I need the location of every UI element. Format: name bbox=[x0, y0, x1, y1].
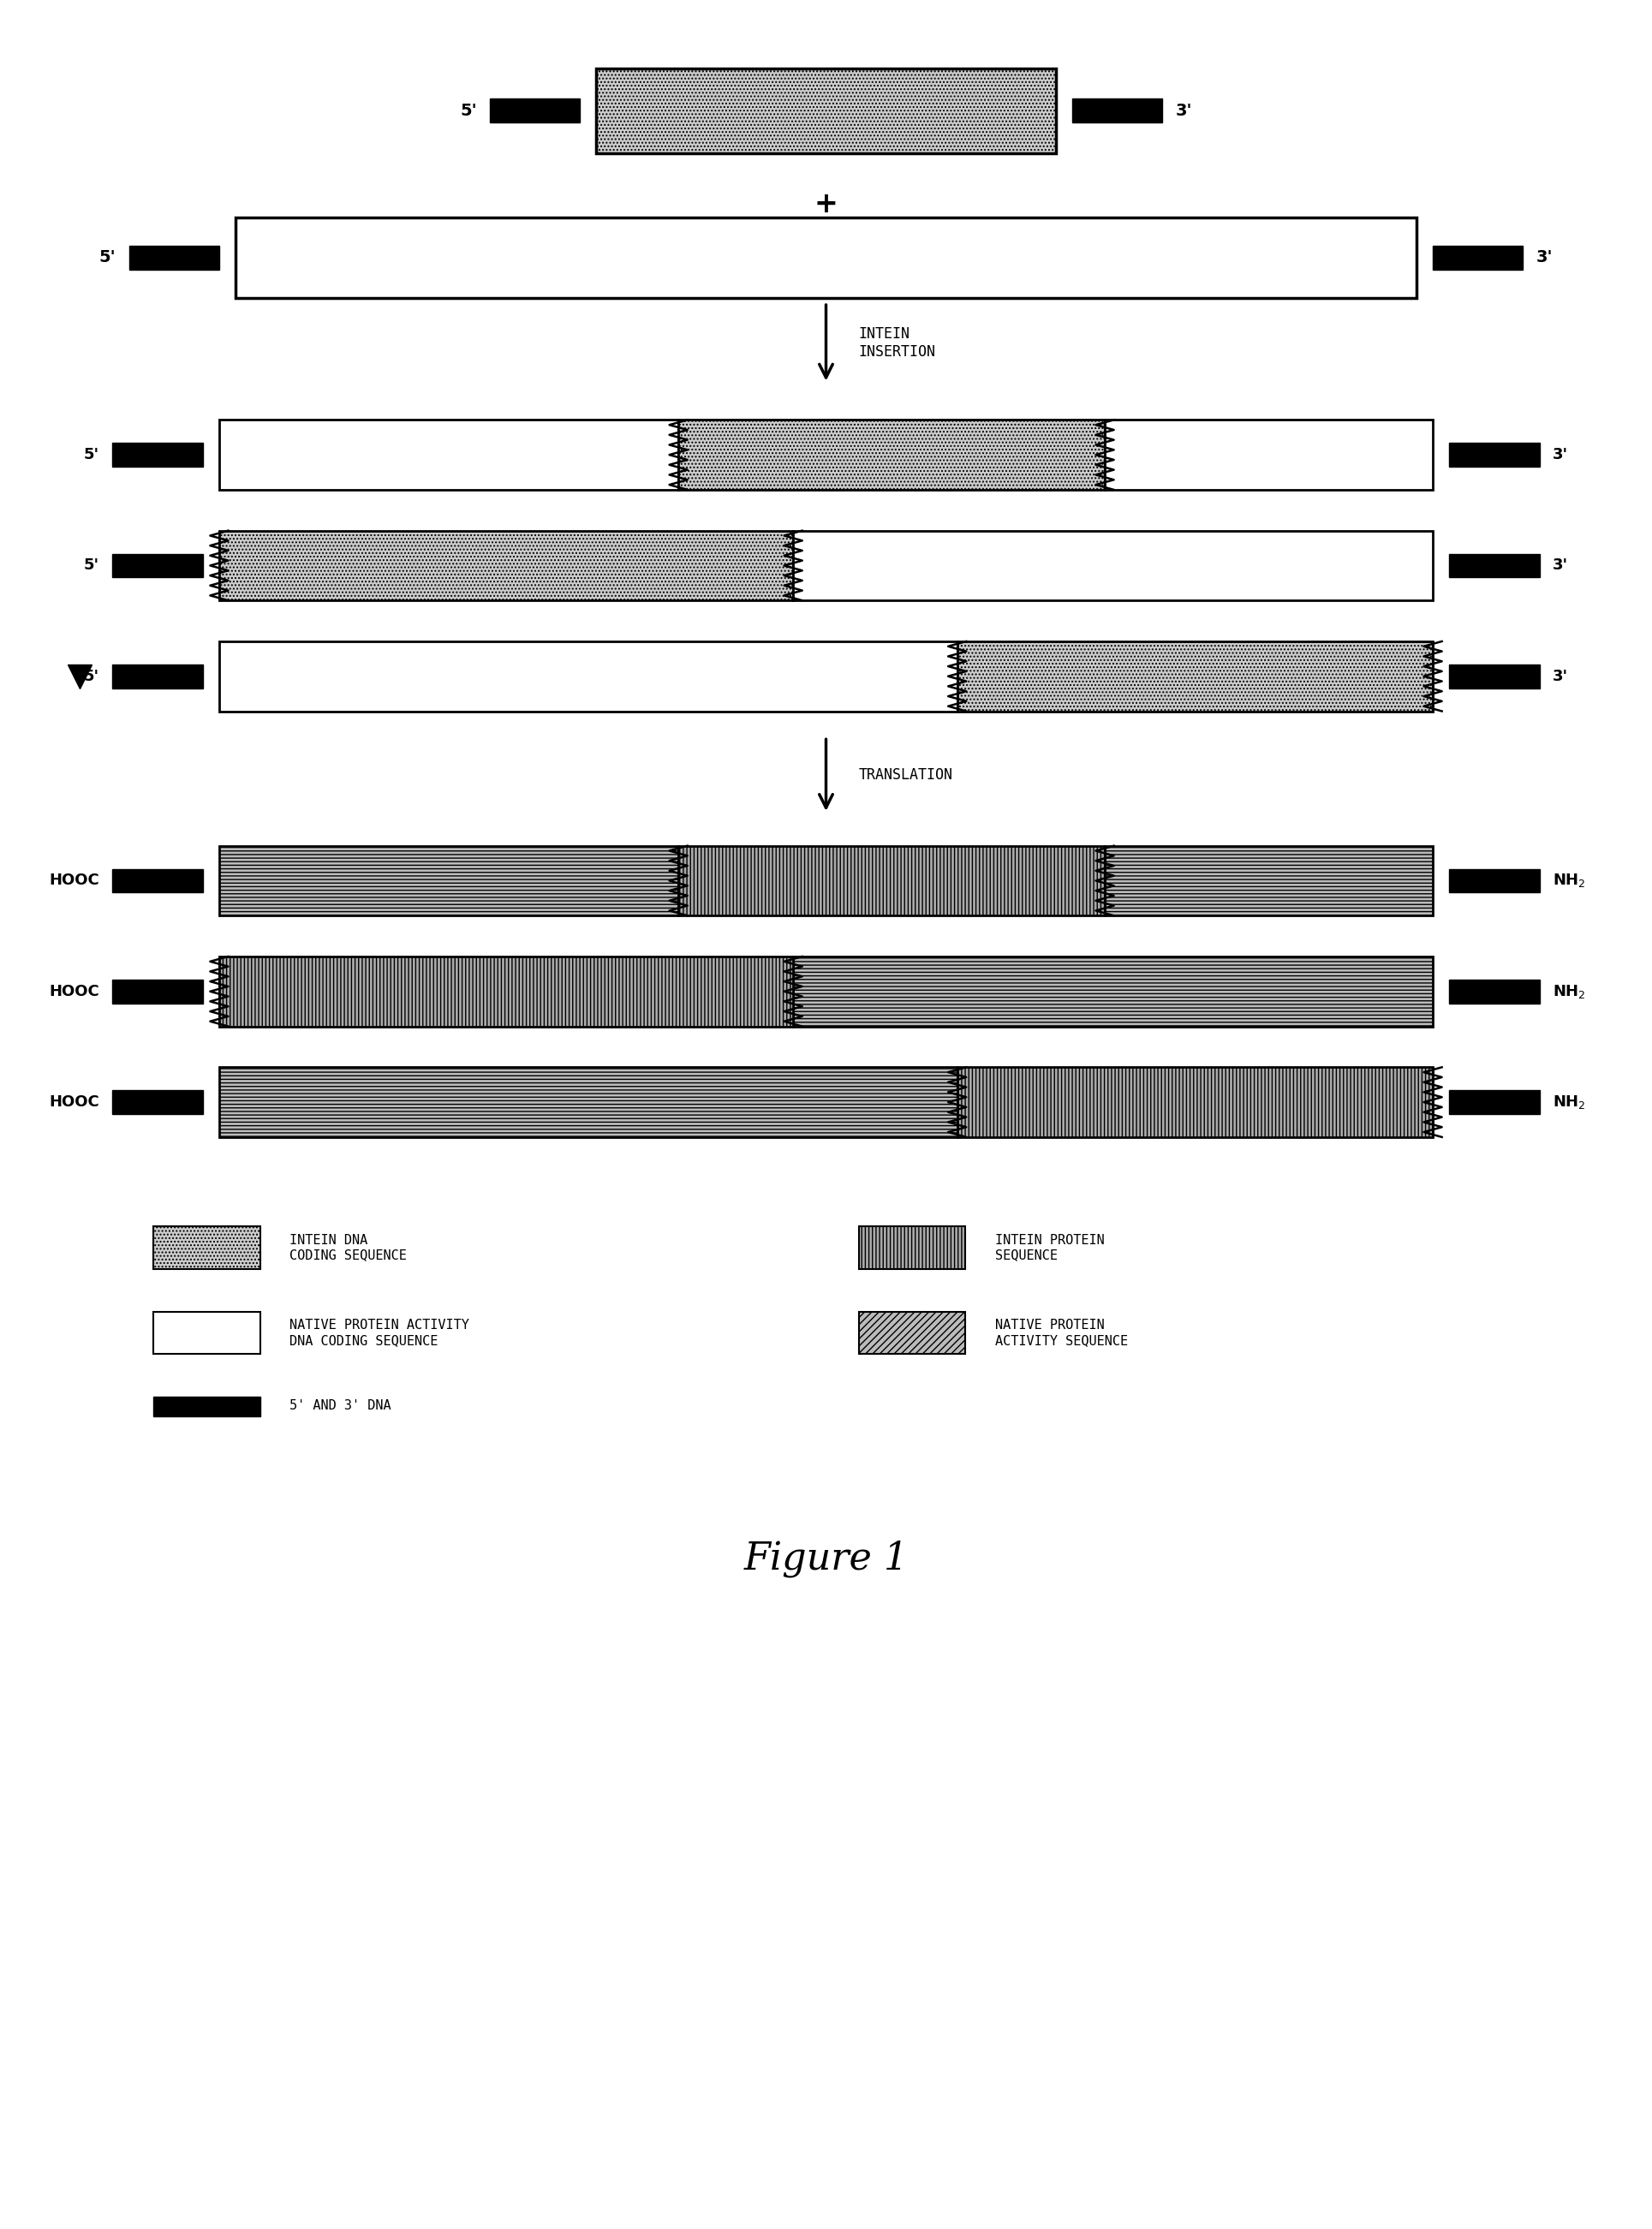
Text: HOOC: HOOC bbox=[50, 874, 99, 889]
Bar bbox=[220, 642, 957, 711]
Bar bbox=[679, 419, 1105, 490]
Text: 5': 5' bbox=[84, 557, 99, 573]
Text: NH$_2$: NH$_2$ bbox=[1553, 1094, 1586, 1110]
Text: 5': 5' bbox=[99, 250, 116, 265]
Text: HOOC: HOOC bbox=[50, 1094, 99, 1110]
Bar bbox=[220, 1068, 957, 1137]
Bar bbox=[236, 216, 1416, 299]
Text: 5': 5' bbox=[84, 448, 99, 464]
Text: 3': 3' bbox=[1553, 448, 1568, 464]
Bar bbox=[1449, 1090, 1540, 1114]
Bar bbox=[112, 1090, 203, 1114]
Text: Figure 1: Figure 1 bbox=[743, 1540, 909, 1578]
Text: 5': 5' bbox=[459, 103, 477, 118]
Bar bbox=[112, 869, 203, 892]
Text: INTEIN
INSERTION: INTEIN INSERTION bbox=[859, 325, 937, 359]
Bar bbox=[1105, 845, 1432, 916]
Text: NATIVE PROTEIN
ACTIVITY SEQUENCE: NATIVE PROTEIN ACTIVITY SEQUENCE bbox=[995, 1320, 1128, 1346]
Text: NH$_2$: NH$_2$ bbox=[1553, 872, 1586, 889]
Text: NH$_2$: NH$_2$ bbox=[1553, 983, 1586, 1001]
Text: HOOC: HOOC bbox=[50, 983, 99, 999]
Bar bbox=[1449, 979, 1540, 1003]
Bar bbox=[859, 1311, 965, 1355]
Bar bbox=[859, 1226, 965, 1268]
Bar bbox=[1449, 664, 1540, 689]
Bar bbox=[957, 642, 1432, 711]
Text: 5' AND 3' DNA: 5' AND 3' DNA bbox=[289, 1400, 392, 1411]
Bar bbox=[154, 1226, 259, 1268]
Bar bbox=[1449, 869, 1540, 892]
Bar bbox=[793, 531, 1432, 600]
Bar bbox=[793, 956, 1432, 1025]
Bar bbox=[112, 664, 203, 689]
Bar bbox=[679, 845, 1105, 916]
Bar bbox=[220, 419, 679, 490]
Text: INTEIN PROTEIN
SEQUENCE: INTEIN PROTEIN SEQUENCE bbox=[995, 1235, 1104, 1262]
Text: 3': 3' bbox=[1536, 250, 1553, 265]
Text: +: + bbox=[814, 189, 838, 218]
Text: 5': 5' bbox=[84, 669, 99, 684]
Bar bbox=[596, 69, 1056, 154]
Bar bbox=[489, 98, 580, 123]
Bar bbox=[154, 1398, 259, 1415]
Text: 3': 3' bbox=[1553, 669, 1568, 684]
Bar bbox=[220, 845, 679, 916]
Text: NATIVE PROTEIN ACTIVITY
DNA CODING SEQUENCE: NATIVE PROTEIN ACTIVITY DNA CODING SEQUE… bbox=[289, 1320, 469, 1346]
Bar bbox=[112, 553, 203, 577]
Bar bbox=[220, 956, 793, 1025]
Text: 3': 3' bbox=[1553, 557, 1568, 573]
Bar bbox=[129, 245, 220, 270]
Text: TRANSLATION: TRANSLATION bbox=[859, 767, 953, 782]
Bar bbox=[112, 979, 203, 1003]
Bar bbox=[154, 1311, 259, 1355]
Text: 3': 3' bbox=[1175, 103, 1193, 118]
Bar bbox=[1449, 553, 1540, 577]
Bar bbox=[957, 1068, 1432, 1137]
Bar bbox=[1072, 98, 1163, 123]
Text: INTEIN DNA
CODING SEQUENCE: INTEIN DNA CODING SEQUENCE bbox=[289, 1235, 406, 1262]
Bar bbox=[1432, 245, 1523, 270]
Bar bbox=[1105, 419, 1432, 490]
Bar bbox=[1449, 444, 1540, 466]
Bar bbox=[112, 444, 203, 466]
Bar bbox=[220, 531, 793, 600]
